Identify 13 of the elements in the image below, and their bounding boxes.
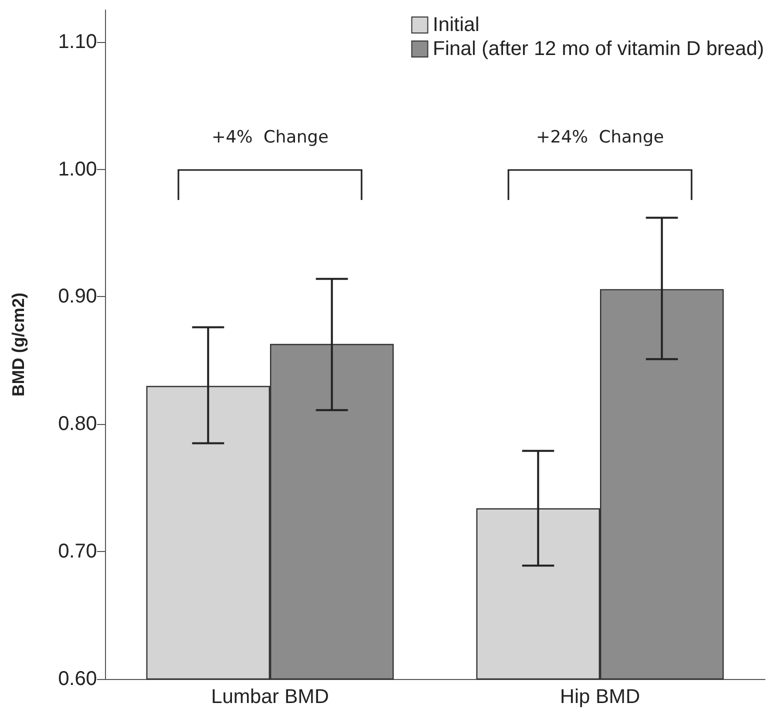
y-axis-title: BMD (g/cm2): [9, 292, 28, 396]
x-tick-label: Lumbar BMD: [211, 686, 329, 708]
y-tick-label: 0.60: [58, 668, 97, 690]
y-tick-label: 1.10: [58, 30, 97, 53]
y-tick-label: 0.70: [58, 540, 97, 563]
y-tick-label: 1.00: [58, 158, 97, 180]
x-tick-label: Hip BMD: [560, 686, 640, 708]
annotation: +24% Change: [536, 128, 664, 148]
legend-label: Final (after 12 mo of vitamin D bread): [432, 38, 764, 60]
legend-label: Initial: [432, 14, 480, 36]
y-tick-label: 0.90: [58, 286, 97, 308]
annotation: +4% Change: [211, 128, 329, 148]
y-tick-label: 0.80: [58, 413, 97, 436]
